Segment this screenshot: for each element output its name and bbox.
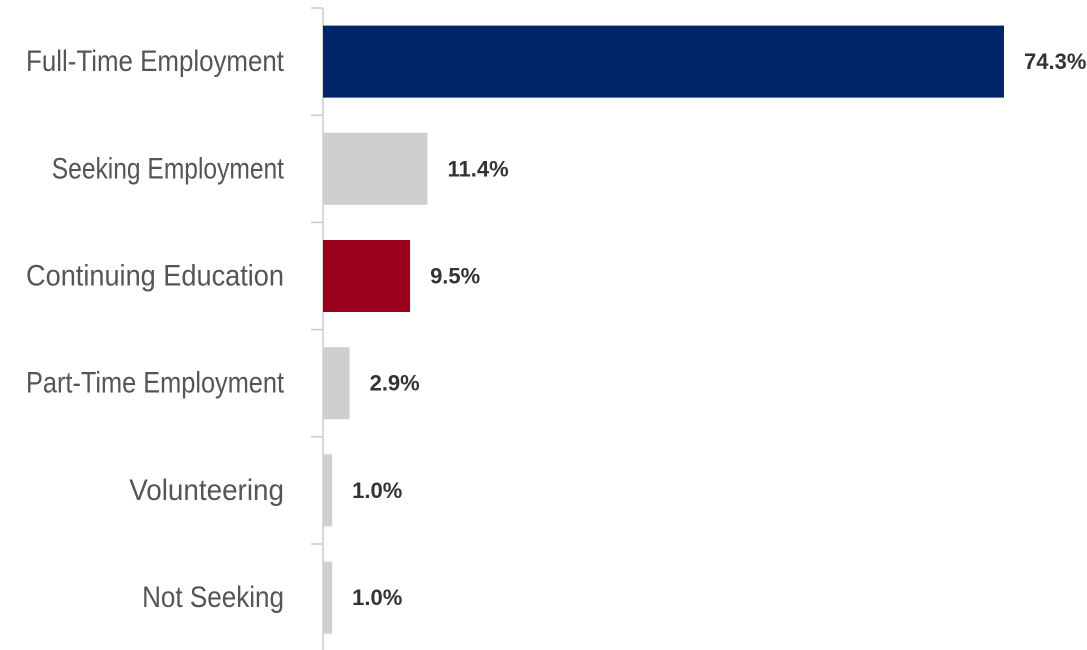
bar — [323, 454, 333, 527]
category-label: Not Seeking — [142, 581, 284, 614]
category-labels: Full-Time Employment Seeking Employment Co… — [26, 45, 285, 614]
bars — [323, 25, 1004, 634]
bar — [323, 561, 333, 634]
bar — [323, 25, 1004, 98]
value-label: 74.3% — [1024, 49, 1086, 74]
category-label: Seeking Employment — [52, 152, 285, 185]
bar — [323, 347, 350, 420]
y-axis — [311, 7, 324, 650]
category-label: Full-Time Employment — [26, 45, 285, 78]
bar — [323, 240, 411, 312]
category-label: Continuing Education — [26, 260, 284, 293]
value-label: 2.9% — [370, 371, 420, 396]
category-label: Volunteering — [129, 474, 284, 507]
bar — [323, 132, 428, 205]
category-label: Part-Time Employment — [26, 367, 285, 400]
value-label: 9.5% — [430, 264, 480, 289]
value-labels: 74.3% 11.4% 9.5% 2.9% 1.0% 1.0% — [352, 49, 1086, 610]
value-label: 1.0% — [352, 478, 402, 503]
value-label: 1.0% — [352, 585, 402, 610]
value-label: 11.4% — [447, 156, 508, 181]
